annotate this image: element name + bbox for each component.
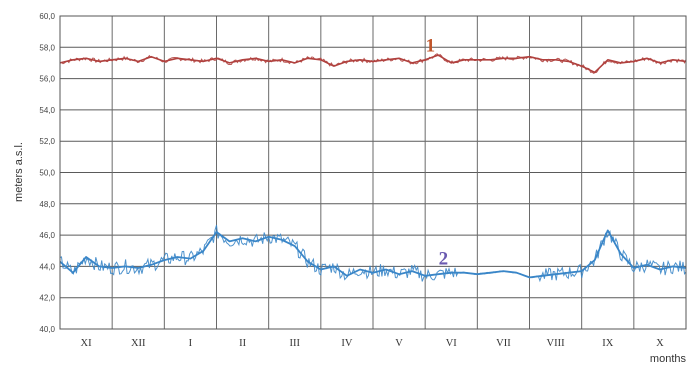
y-tick-label: 60,0: [39, 12, 55, 21]
x-tick-labels: XI XII I II III IV V VI VII VIII IX X: [81, 338, 665, 349]
y-tick-label: 44,0: [39, 262, 55, 271]
x-tick-label: XI: [81, 338, 93, 349]
y-tick-label: 50,0: [39, 169, 55, 178]
x-tick-label: III: [290, 338, 301, 349]
y-tick-label: 40,0: [39, 325, 55, 334]
y-tick-label: 52,0: [39, 137, 55, 146]
x-tick-label: X: [656, 338, 664, 349]
series-lines: [59, 53, 687, 283]
y-axis-label: meters a.s.l.: [13, 142, 25, 202]
x-tick-label: VIII: [547, 338, 566, 349]
x-tick-label: VI: [446, 338, 458, 349]
series-1-noise: [59, 53, 687, 74]
x-tick-label: II: [239, 338, 246, 349]
x-tick-label: XII: [131, 338, 146, 349]
series-2-annotation: 2: [439, 249, 449, 270]
x-tick-label: VII: [496, 338, 511, 349]
y-tick-label: 58,0: [39, 43, 55, 52]
y-tick-label: 46,0: [39, 231, 55, 240]
series-2-noise: [59, 224, 687, 283]
series-annotations: 12: [426, 36, 449, 270]
x-tick-label: I: [189, 338, 193, 349]
x-tick-label: IX: [602, 338, 613, 349]
x-axis-label: months: [650, 353, 687, 365]
x-tick-label: V: [395, 338, 403, 349]
plot-frame: [59, 15, 687, 330]
series-1-annotation: 1: [426, 36, 436, 57]
y-tick-label: 54,0: [39, 106, 55, 115]
y-tick-labels: 40,0 42,0 44,0 46,0 48,0 50,0 52,0 54,0 56,0 58,0…: [39, 12, 55, 334]
y-tick-label: 56,0: [39, 75, 55, 84]
y-tick-label: 42,0: [39, 294, 55, 303]
y-tick-label: 48,0: [39, 200, 55, 209]
x-tick-label: IV: [341, 338, 352, 349]
